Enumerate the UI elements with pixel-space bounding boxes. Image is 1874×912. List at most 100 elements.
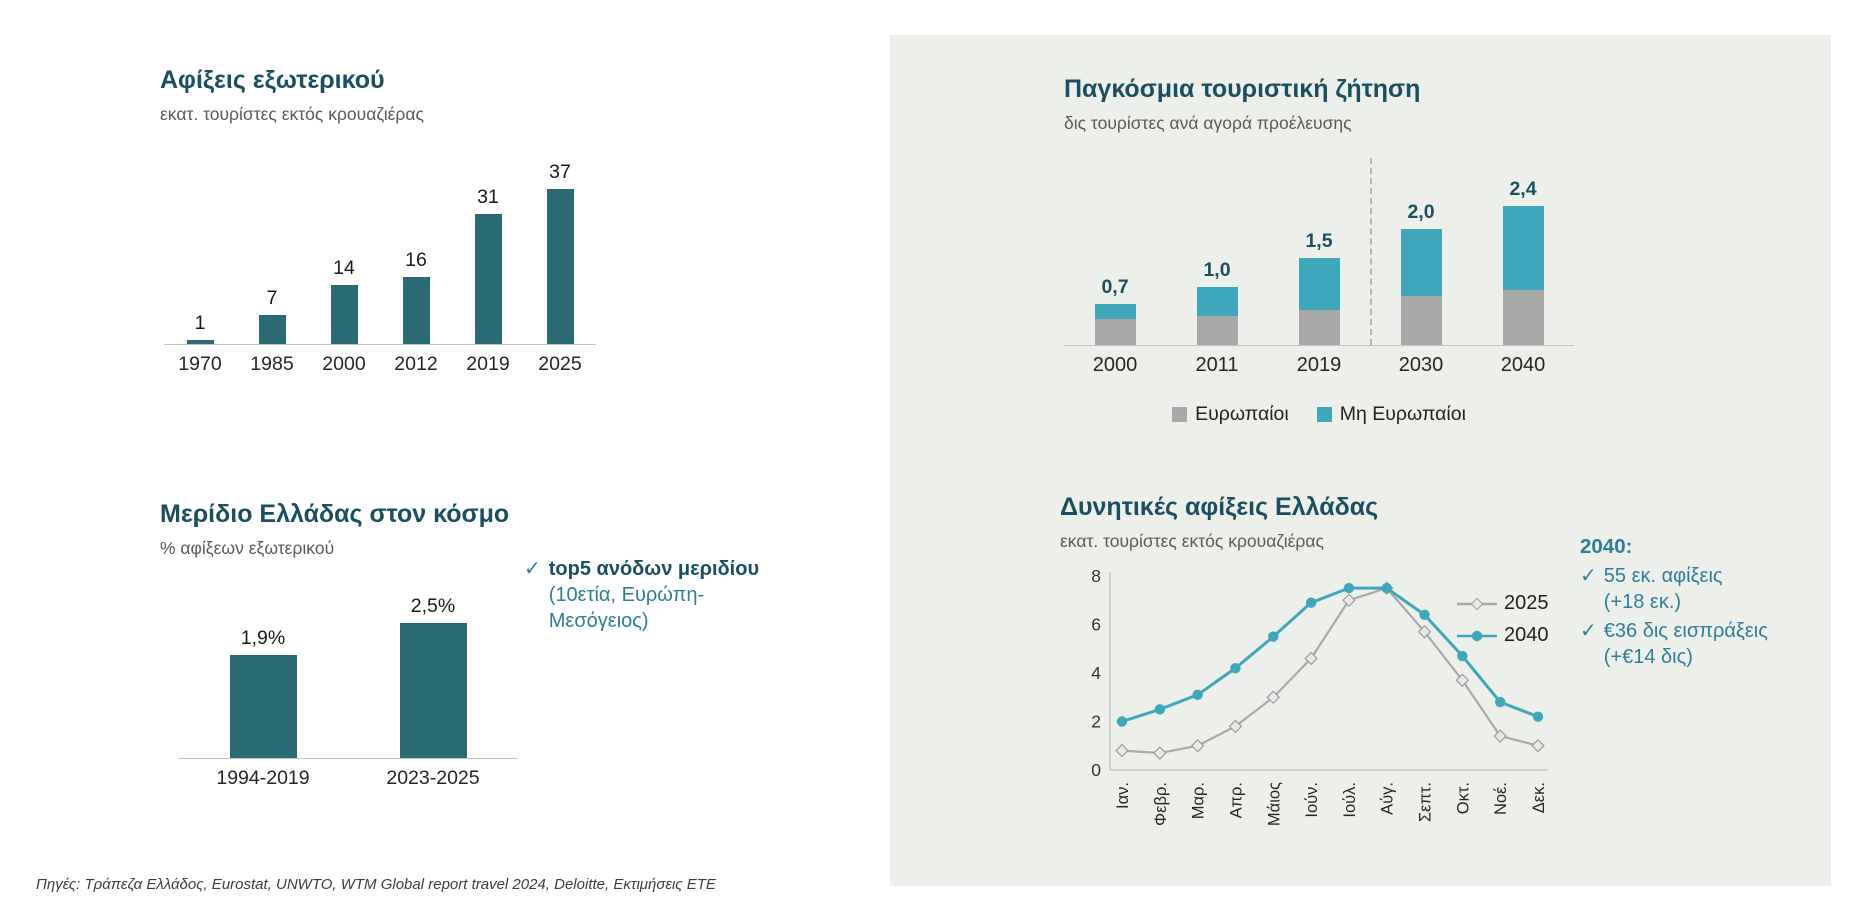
circle-marker: [1381, 582, 1392, 594]
chart-title: Δυνητικές αφίξεις Ελλάδας: [1060, 493, 1379, 521]
y-tick-label: 2: [1091, 712, 1101, 732]
diamond-marker: [1228, 719, 1243, 734]
x-tick-label: Ιαν.: [1114, 782, 1132, 809]
total-label: 1,0: [1203, 259, 1231, 281]
bar-segment-non-europeans: [1196, 287, 1238, 316]
legend: Ευρωπαίοι Μη Ευρωπαίοι: [1064, 403, 1574, 426]
circle-marker: [1230, 662, 1241, 674]
legend-item: Μη Ευρωπαίοι: [1316, 403, 1466, 426]
x-tick-label: Δεκ.: [1530, 782, 1548, 813]
chart-potential-arrivals: Δυνητικές αφίξεις Ελλάδας εκατ. τουρίστε…: [1060, 493, 1830, 847]
x-tick-label: 2030: [1398, 354, 1444, 376]
diamond-marker: [1455, 673, 1470, 688]
y-tick-label: 8: [1091, 566, 1101, 586]
chart-title: Μερίδιο Ελλάδας στον κόσμο: [160, 500, 510, 528]
x-tick-label: 1994-2019: [216, 767, 310, 789]
legend-item: 2025: [1456, 592, 1549, 615]
diamond-marker: [1304, 651, 1318, 666]
x-tick-label: Φεβρ.: [1152, 782, 1170, 826]
forecast-divider: [1370, 158, 1372, 345]
annotation-item: ✓ 55 εκ. αφίξεις (+18 εκ.): [1580, 563, 1830, 615]
bar-value-label: 1,9%: [240, 627, 286, 650]
x-tick-label: Σεπτ.: [1417, 782, 1435, 822]
x-tick-label: 2012: [394, 353, 438, 375]
annotation-line: €36 δις εισπράξεις: [1603, 620, 1768, 642]
x-tick-label: 2025: [538, 353, 582, 375]
y-tick-label: 6: [1091, 615, 1101, 635]
bar-value-label: 31: [477, 186, 499, 209]
bar: [258, 314, 286, 344]
bars: 0,7 1,0 1,5 2,0 2,4: [1064, 158, 1574, 346]
x-tick-label: Απρ.: [1227, 782, 1245, 818]
annotation-heading: 2040:: [1580, 535, 1633, 558]
annotation-item: ✓ €36 δις εισπράξεις (+€14 δις): [1580, 618, 1830, 670]
x-tick-label: 2000: [322, 353, 366, 375]
total-label: 0,7: [1101, 276, 1129, 299]
bar: [399, 623, 467, 758]
annotation-bold: top5 ανόδων μεριδίου: [548, 558, 760, 580]
diamond-marker: [1115, 743, 1129, 758]
stacked-bar-cell: 1,5: [1268, 158, 1370, 345]
diamond-marker: [1417, 624, 1432, 639]
annotation-rest: (10ετία, Ευρώπη-Μεσόγειος): [548, 584, 705, 632]
circle-marker: [1116, 716, 1128, 727]
check-icon: ✓: [524, 558, 541, 580]
legend-label: Μη Ευρωπαίοι: [1339, 403, 1466, 425]
circle-marker: [1343, 582, 1355, 594]
bar: [186, 339, 214, 344]
annotation-line: 55 εκ. αφίξεις: [1603, 565, 1723, 587]
annotation-text: top5 ανόδων μεριδίου (10ετία, Ευρώπη-Μεσ…: [549, 556, 764, 634]
x-tick-label: Νοέ.: [1492, 782, 1510, 815]
diamond-marker: [1531, 738, 1545, 753]
stacked-bar-cell: 0,7: [1064, 158, 1166, 345]
legend-label: 2025: [1504, 592, 1549, 614]
bars: 1,9% 2,5%: [178, 587, 518, 759]
bar-cell: 16: [380, 155, 452, 344]
bar-value-label: 14: [333, 257, 355, 280]
bar-value-label: 7: [266, 286, 278, 309]
bar-value-label: 37: [549, 160, 571, 183]
diamond-marker: [1266, 690, 1281, 705]
x-tick-label: 2000: [1092, 354, 1138, 376]
legend-swatch: [1457, 597, 1497, 610]
bar-cell: 7: [236, 155, 308, 344]
circle-marker: [1494, 696, 1506, 708]
total-label: 1,5: [1305, 230, 1333, 253]
total-label: 2,0: [1407, 201, 1435, 224]
line-plot-area: 0 2 4 6 8 Ιαν. Φεβρ. Μαρ. Απρ. Μάιος Ιούν. Ιούλ. Αύγ…: [1074, 564, 1560, 847]
bar-segment-europeans: [1502, 289, 1544, 345]
x-tick-label: Μάιος: [1265, 782, 1283, 826]
x-tick-label: Οκτ.: [1454, 782, 1472, 814]
x-tick-label: 2019: [1296, 354, 1342, 376]
legend-swatch: [1172, 407, 1188, 422]
right-panel: Παγκόσμια τουριστική ζήτηση δις τουρίστε…: [890, 35, 1831, 886]
bar-segment-europeans: [1094, 318, 1136, 345]
series-line-2040: [1121, 586, 1539, 723]
legend: 2025 2040: [1456, 592, 1549, 647]
bar-segment-non-europeans: [1400, 229, 1442, 296]
bar-segment-non-europeans: [1502, 205, 1544, 290]
x-axis-labels: 1994-2019 2023-2025: [178, 759, 518, 790]
diamond-marker: [1493, 729, 1507, 743]
chart-subtitle: % αφίξεων εξωτερικού: [160, 538, 335, 558]
x-tick-label: Ιούλ.: [1341, 782, 1359, 818]
circle-marker: [1192, 689, 1203, 701]
share-annotation: ✓ top5 ανόδων μεριδίου (10ετία, Ευρώπη-Μ…: [524, 556, 764, 634]
legend-swatch: [1457, 630, 1497, 641]
series-line-2025: [1121, 586, 1539, 755]
y-tick-label: 4: [1091, 663, 1101, 683]
bar-plot-area: 1 7 14 16 31 37 1970 1985 2000 2012 2019 2025: [164, 155, 596, 376]
bar-plot-area: 1,9% 2,5% 1994-2019 2023-2025: [178, 587, 518, 790]
x-tick-label: 2023-2025: [386, 767, 480, 789]
x-tick-label: 2019: [466, 353, 510, 375]
total-label: 2,4: [1509, 177, 1537, 200]
bar-cell: 31: [452, 155, 524, 344]
chart-greece-share: Μερίδιο Ελλάδας στον κόσμο % αφίξεων εξω…: [160, 500, 790, 790]
stacked-bar-cell: 2,0: [1370, 158, 1472, 345]
bar-segment-europeans: [1196, 316, 1238, 345]
chart-title: Παγκόσμια τουριστική ζήτηση: [1064, 75, 1421, 103]
circle-marker: [1532, 711, 1544, 722]
x-tick-label: 2040: [1500, 354, 1546, 376]
bar-value-label: 2,5%: [410, 595, 456, 617]
diamond-marker: [1153, 746, 1167, 760]
